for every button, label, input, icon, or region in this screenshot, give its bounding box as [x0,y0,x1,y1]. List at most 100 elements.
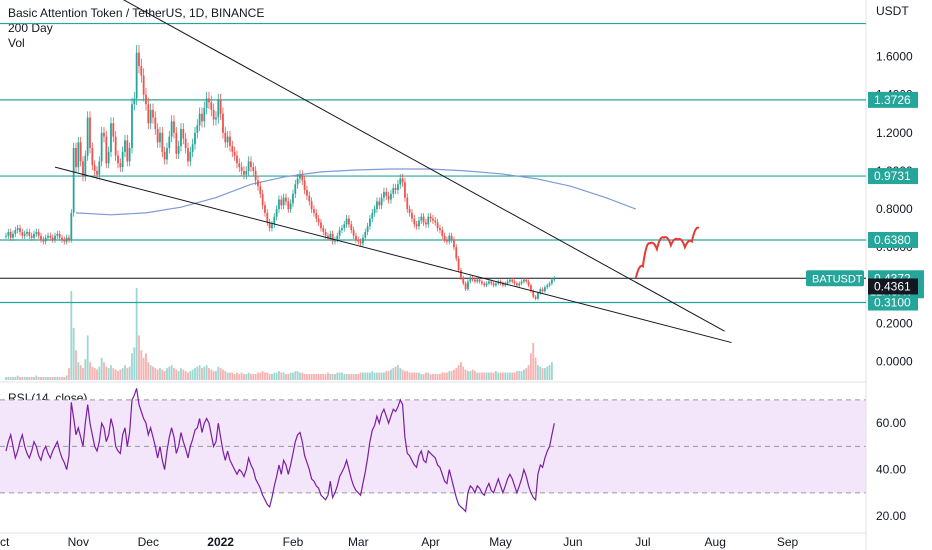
candle-body[interactable] [385,191,388,196]
candle-body[interactable] [5,235,7,237]
candle-body[interactable] [285,197,287,202]
candle-body[interactable] [189,151,192,162]
candle-body[interactable] [539,289,542,293]
candle-body[interactable] [124,140,126,152]
candle-body[interactable] [49,235,52,238]
level-tag[interactable] [868,231,918,248]
candle-body[interactable] [196,125,199,133]
candle-body[interactable] [35,231,38,234]
candle-body[interactable] [203,107,206,122]
candle-body[interactable] [114,136,117,156]
candle-body[interactable] [33,233,35,238]
candle-body[interactable] [534,296,537,299]
candle-body[interactable] [455,247,458,259]
candle-body[interactable] [411,212,413,219]
candle-body[interactable] [320,222,322,229]
candle-body[interactable] [173,121,175,133]
candle-body[interactable] [341,228,343,231]
candle-body[interactable] [427,216,430,225]
candle-body[interactable] [362,237,364,244]
candle-body[interactable] [406,197,409,210]
candle-body[interactable] [366,226,369,232]
candle-body[interactable] [278,199,280,210]
candle-body[interactable] [133,98,136,105]
cursor-price-tag[interactable] [868,278,918,295]
candle-body[interactable] [175,132,178,154]
candle-body[interactable] [119,163,122,168]
candle-body[interactable] [439,228,441,231]
candle-body[interactable] [126,140,129,162]
candle-body[interactable] [187,148,189,162]
candle-body[interactable] [394,188,397,190]
candle-body[interactable] [387,195,390,200]
candle-body[interactable] [259,186,262,194]
candle-body[interactable] [408,209,411,213]
candle-body[interactable] [21,231,24,236]
candle-body[interactable] [61,237,63,240]
candle-body[interactable] [548,283,551,286]
candle-body[interactable] [422,216,425,223]
candle-body[interactable] [37,231,40,236]
candle-body[interactable] [397,184,399,190]
candle-body[interactable] [257,180,259,187]
candle-body[interactable] [527,281,530,286]
candle-body[interactable] [96,170,98,175]
candle-body[interactable] [490,281,493,284]
candle-body[interactable] [44,237,47,242]
rsi-line[interactable] [5,388,555,513]
candle-body[interactable] [217,100,220,118]
candle-body[interactable] [224,132,227,143]
candle-body[interactable] [350,224,353,231]
candle-body[interactable] [135,52,138,99]
candle-body[interactable] [546,285,549,288]
candle-body[interactable] [98,161,101,175]
candle-body[interactable] [327,235,329,238]
candle-body[interactable] [163,151,166,160]
candle-body[interactable] [86,117,89,156]
candle-body[interactable] [243,170,245,175]
candle-body[interactable] [51,237,54,240]
legend-vol[interactable]: Vol [8,36,25,50]
candle-body[interactable] [420,216,423,221]
candle-body[interactable] [492,283,495,286]
candle-body[interactable] [331,233,334,242]
candle-body[interactable] [40,235,42,240]
candle-body[interactable] [313,209,315,213]
candle-body[interactable] [117,155,119,164]
candle-body[interactable] [287,201,290,210]
candle-body[interactable] [390,193,392,200]
candle-body[interactable] [159,132,161,143]
candle-body[interactable] [275,209,278,217]
candle-body[interactable] [464,283,467,290]
candle-body[interactable] [212,109,215,120]
candle-body[interactable] [516,283,518,286]
candle-body[interactable] [222,113,224,133]
candle-body[interactable] [380,197,383,206]
candle-body[interactable] [72,148,75,213]
candle-body[interactable] [9,231,12,238]
candle-body[interactable] [383,191,385,198]
candle-body[interactable] [182,128,185,139]
candle-body[interactable] [149,109,152,124]
candle-body[interactable] [240,167,243,171]
candle-body[interactable] [201,113,203,122]
candle-body[interactable] [184,138,187,149]
candle-body[interactable] [229,136,231,147]
candle-body[interactable] [273,216,276,225]
candle-body[interactable] [215,117,217,120]
candle-body[interactable] [100,132,103,162]
candle-body[interactable] [105,136,108,164]
candle-body[interactable] [441,230,444,236]
candle-body[interactable] [357,239,360,242]
candle-body[interactable] [12,233,14,238]
candle-body[interactable] [296,178,299,185]
candle-body[interactable] [537,292,539,299]
candle-body[interactable] [110,123,112,152]
candle-body[interactable] [434,220,437,223]
candle-body[interactable] [299,174,301,179]
candle-body[interactable] [14,230,17,234]
candle-body[interactable] [355,235,357,240]
candle-body[interactable] [250,161,252,168]
candle-body[interactable] [280,199,283,206]
candle-body[interactable] [418,220,420,227]
